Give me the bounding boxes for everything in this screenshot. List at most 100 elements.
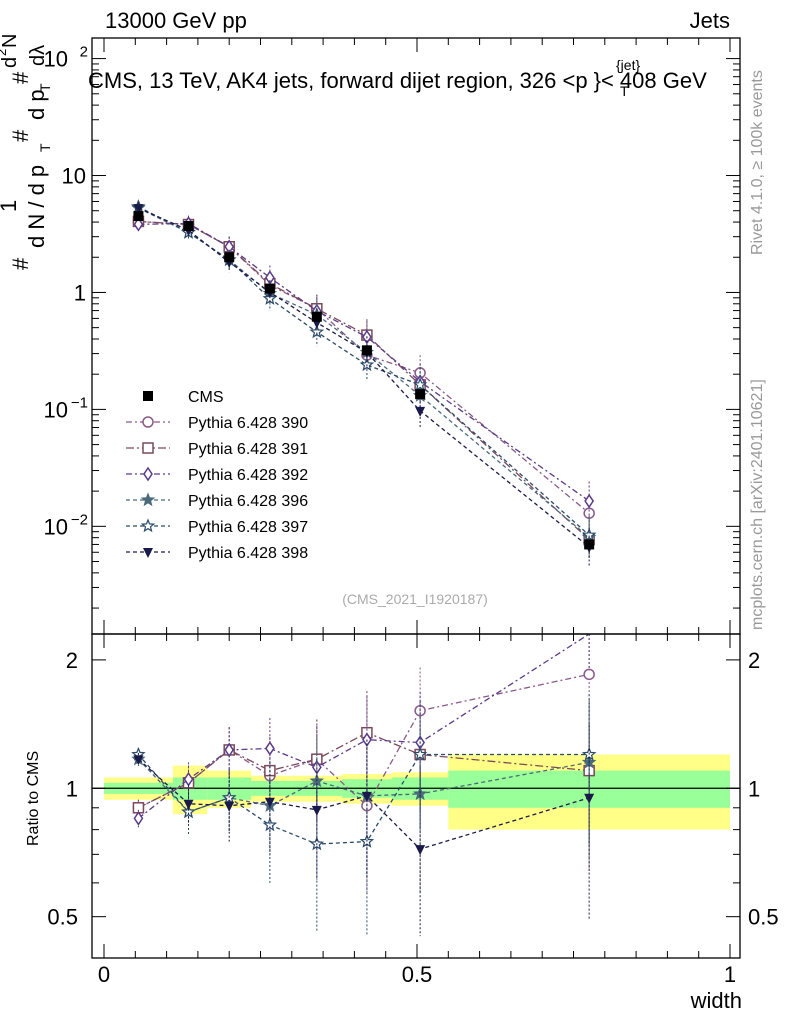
series-5 <box>133 202 595 567</box>
ratio-series-2-point-2 <box>224 742 235 758</box>
legend-marker-5 <box>140 518 156 533</box>
cms-point-0 <box>133 211 144 222</box>
y-axis-label-t2: T <box>37 83 53 92</box>
y-axis-label-d: d <box>0 57 21 68</box>
legend-label-0: CMS <box>188 389 224 406</box>
series-5-point-0 <box>133 204 144 215</box>
series-4-point-6 <box>412 377 428 392</box>
y-axis-label-dlambda: dλ <box>27 45 49 66</box>
main-ytick-label-2: 1 <box>74 280 86 305</box>
ratio-series-2-point-3 <box>264 741 275 756</box>
ratio-ytick-label-left-0: 0.5 <box>47 905 78 930</box>
legend-item-6: Pythia 6.428 398 <box>126 545 308 562</box>
plot-title-sup: {jet} <box>616 57 640 73</box>
ratio-ytick-label-left-2: 2 <box>66 648 78 673</box>
ratio-series-5-point-3 <box>264 797 275 808</box>
legend-label-6: Pythia 6.428 398 <box>188 545 308 562</box>
main-series <box>131 199 597 567</box>
ratio-series <box>131 633 597 937</box>
legend-marker-6 <box>143 548 153 558</box>
series-4-point-5 <box>359 357 375 372</box>
xtick-label-0: 0 <box>98 962 110 987</box>
cms-point-7 <box>584 539 595 550</box>
plot-title-end: }< 408 GeV <box>594 68 707 93</box>
plot-title-sub: T <box>620 83 629 99</box>
series-4-point-7 <box>581 527 597 542</box>
series-0 <box>132 215 595 533</box>
cms-point-3 <box>264 283 275 294</box>
legend-marker-3 <box>143 466 153 482</box>
plot-title-main: CMS, 13 TeV, AK4 jets, forward dijet reg… <box>88 68 575 93</box>
legend-item-0: CMS <box>143 389 224 406</box>
ratio-series-5-point-4 <box>311 805 322 816</box>
y-axis-label-t1: T <box>37 143 53 152</box>
legend-item-1: Pythia 6.428 390 <box>126 415 308 432</box>
ratio-series-5-point-1 <box>183 799 194 810</box>
series-1-line <box>138 220 590 541</box>
ratio-series-2-line <box>138 633 590 819</box>
ratio-series-4-point-6 <box>412 746 428 761</box>
side-label-bottom: mcplots.cern.ch [arXiv:2401.10621] <box>749 379 766 630</box>
legend-marker-0 <box>143 391 153 401</box>
y-axis-label-n: N <box>0 34 21 48</box>
header-right: Jets <box>690 8 730 33</box>
main-ytick-label-3: 10 <box>62 164 86 189</box>
xtick-label-1: 0.5 <box>402 962 433 987</box>
ratio-series-0-line <box>138 673 590 809</box>
ratio-series-5-line <box>137 758 590 850</box>
y-axis-label: # 1 d N / d p T # d p T # d 2 N dλ <box>0 34 53 270</box>
y-axis-label-hash1: # <box>8 257 33 270</box>
legend-marker-4 <box>140 492 156 507</box>
series-2-line <box>138 222 590 502</box>
main-ytick-label-0: 10 <box>44 514 68 539</box>
ratio-series-2-point-0 <box>133 811 144 826</box>
cms-data <box>133 211 595 550</box>
legend-label-3: Pythia 6.428 392 <box>188 467 308 484</box>
legend: CMS Pythia 6.428 390 Pythia 6.428 391 Pythi… <box>126 389 308 562</box>
legend-label-4: Pythia 6.428 396 <box>188 493 308 510</box>
cms-point-2 <box>224 252 235 263</box>
series-4-line <box>138 206 590 536</box>
main-ytick-exp-4: 2 <box>80 44 88 61</box>
header-left: 13000 GeV pp <box>105 8 247 33</box>
side-label-top: Rivet 4.1.0, ≥ 100k events <box>749 70 766 255</box>
series-3-line <box>138 207 590 538</box>
ratio-ytick-label-right-1: 1 <box>748 776 760 801</box>
legend-label-5: Pythia 6.428 397 <box>188 519 308 536</box>
series-5-point-6 <box>415 406 426 417</box>
main-ytick-label-4: 10 <box>44 47 68 72</box>
ratio-series-5-point-7 <box>584 793 595 804</box>
ratio-y-axis-label: Ratio to CMS <box>25 751 42 846</box>
legend-label-1: Pythia 6.428 390 <box>188 415 308 432</box>
main-ytick-label-1: 10 <box>44 397 68 422</box>
ratio-series-0-point-7 <box>583 668 595 681</box>
legend-item-4: Pythia 6.428 396 <box>126 492 308 510</box>
series-5-line <box>138 207 590 548</box>
y-axis-label-hash3: # <box>8 71 33 84</box>
series-4-point-4 <box>309 324 325 339</box>
cms-point-1 <box>183 221 194 232</box>
legend-label-2: Pythia 6.428 391 <box>188 441 308 458</box>
y-axis-label-one: 1 <box>0 200 21 212</box>
cms-point-6 <box>415 389 426 400</box>
xtick-label-2: 1 <box>724 962 736 987</box>
legend-item-3: Pythia 6.428 392 <box>126 466 308 484</box>
ratio-series-5 <box>133 724 595 937</box>
y-axis-label-dpt: d p <box>24 89 49 120</box>
ratio-series-5-point-6 <box>415 845 426 856</box>
ratio-series-5-point-0 <box>133 755 144 766</box>
legend-marker-2 <box>142 442 154 454</box>
ratio-series-5-point-5 <box>361 791 372 802</box>
legend-marker-1 <box>142 416 154 428</box>
ratio-ytick-label-left-1: 1 <box>66 776 78 801</box>
series-2-point-0 <box>133 216 144 232</box>
cms-point-4 <box>311 311 322 322</box>
series-2-point-7 <box>584 493 595 509</box>
main-ytick-exp-0: −2 <box>71 511 88 528</box>
ratio-series-5-point-2 <box>224 801 235 812</box>
y-axis-label-hash2: # <box>8 129 33 142</box>
ratio-frame <box>91 633 741 959</box>
legend-item-5: Pythia 6.428 397 <box>126 518 308 536</box>
